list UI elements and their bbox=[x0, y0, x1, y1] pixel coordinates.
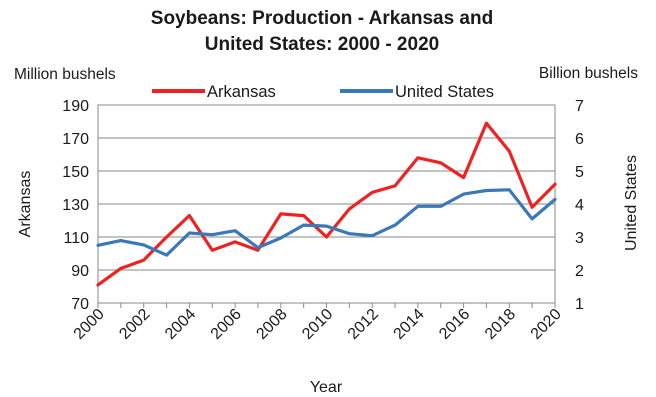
right-tick-label: 2 bbox=[575, 263, 584, 280]
x-tick-label: 2020 bbox=[528, 306, 565, 343]
x-tick-label: 2004 bbox=[162, 306, 199, 343]
left-tick-label: 170 bbox=[62, 131, 89, 148]
right-tick-label: 1 bbox=[575, 296, 584, 313]
left-tick-label: 90 bbox=[71, 263, 89, 280]
right-tick-label: 3 bbox=[575, 230, 584, 247]
left-tick-label: 190 bbox=[62, 98, 89, 115]
right-axis-title: United States bbox=[623, 155, 640, 251]
left-tick-label: 150 bbox=[62, 164, 89, 181]
x-tick-label: 2018 bbox=[482, 306, 519, 343]
gridlines bbox=[98, 137, 555, 271]
x-tick-label: 2016 bbox=[436, 306, 473, 343]
legend-label-arkansas: Arkansas bbox=[207, 83, 276, 101]
x-tick-label: 2002 bbox=[116, 306, 153, 343]
x-tick-label: 2006 bbox=[208, 306, 245, 343]
right-axis-ticks: 7 6 5 4 3 2 1 bbox=[575, 98, 584, 313]
right-tick-label: 7 bbox=[575, 98, 584, 115]
x-axis-ticks: 2000 2002 2004 2006 2008 2010 2012 2014 2016 2018… bbox=[71, 303, 565, 343]
chart-title-line-1: Soybeans: Production - Arkansas and bbox=[151, 8, 493, 29]
series-line-arkansas bbox=[96, 121, 557, 287]
chart-title-line-2: United States: 2000 - 2020 bbox=[205, 34, 439, 55]
left-tick-label: 110 bbox=[63, 230, 89, 247]
right-tick-label: 4 bbox=[575, 197, 584, 214]
right-tick-label: 6 bbox=[575, 131, 584, 148]
series-line-united-states bbox=[96, 188, 557, 257]
right-unit-label: Billion bushels bbox=[539, 65, 638, 82]
left-axis-title: Arkansas bbox=[17, 171, 34, 238]
right-tick-label: 5 bbox=[575, 164, 584, 181]
x-tick-label: 2012 bbox=[345, 306, 382, 343]
x-tick-label: 2010 bbox=[299, 306, 336, 343]
x-axis-title: Year bbox=[310, 379, 343, 396]
left-unit-label: Million bushels bbox=[14, 66, 116, 83]
legend-label-united-states: United States bbox=[395, 83, 494, 101]
left-tick-label: 70 bbox=[71, 296, 89, 313]
series-lines bbox=[96, 121, 557, 287]
left-tick-label: 130 bbox=[62, 197, 89, 214]
x-tick-label: 2008 bbox=[253, 306, 290, 343]
x-tick-label: 2014 bbox=[391, 306, 428, 343]
left-axis-ticks: 190 170 150 130 110 90 70 bbox=[62, 98, 89, 313]
legend: Arkansas United States bbox=[152, 83, 494, 101]
